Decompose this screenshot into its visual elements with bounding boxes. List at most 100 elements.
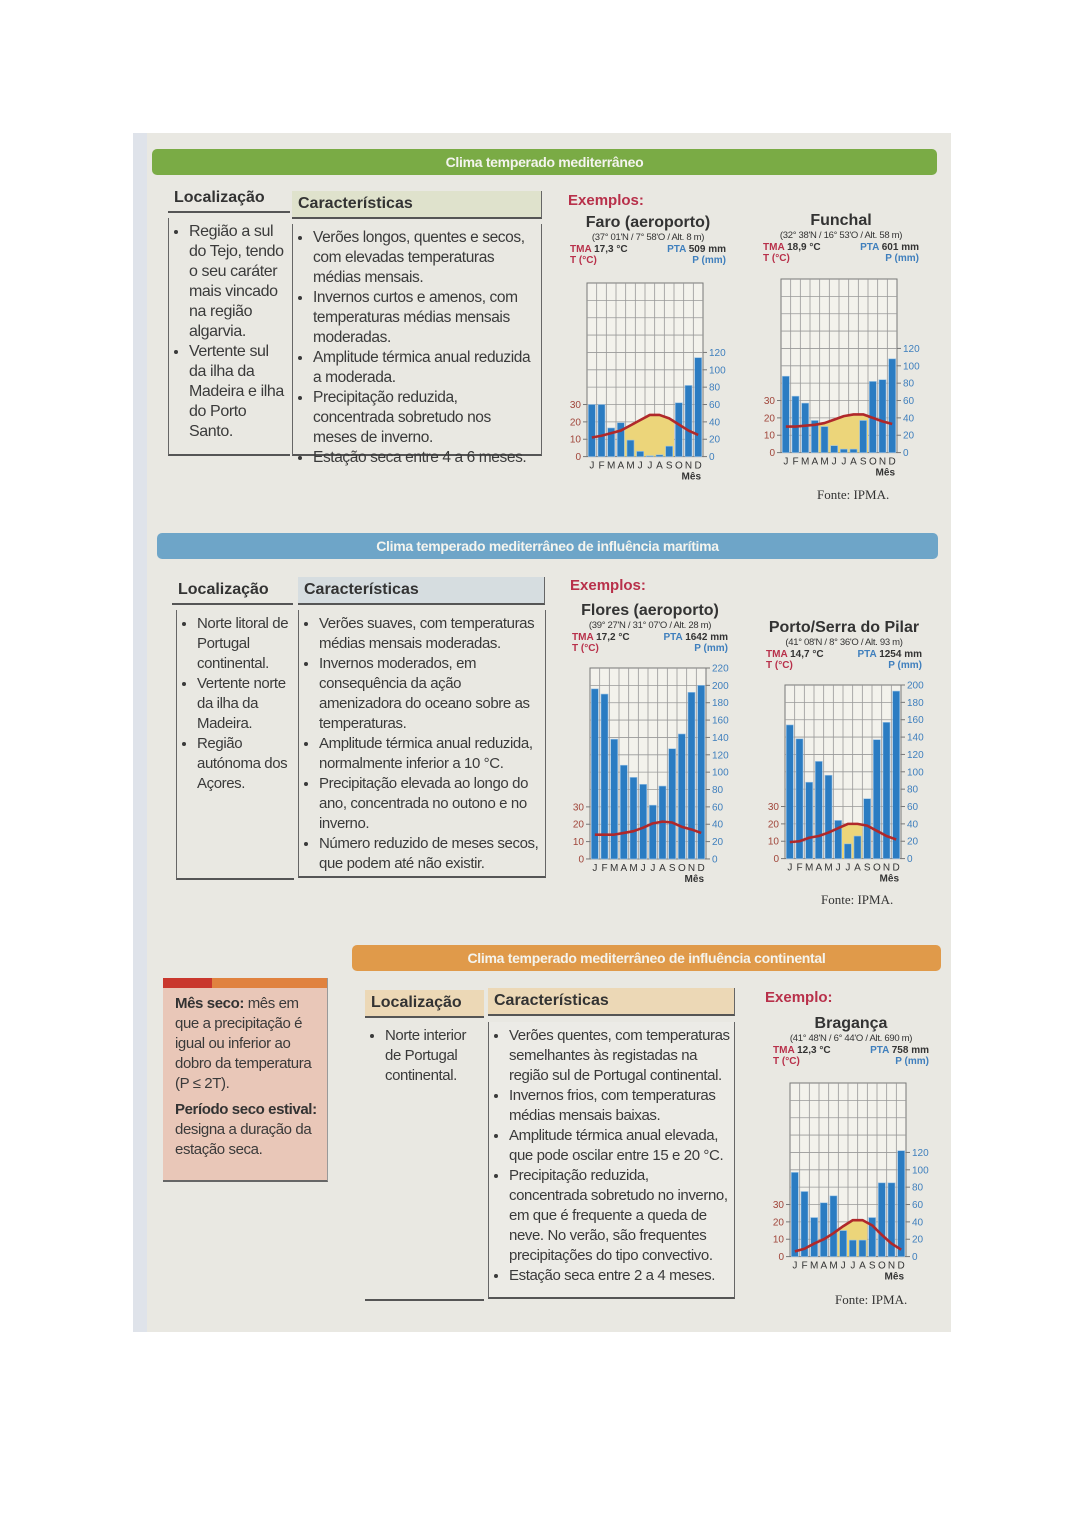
temp-tick-label: 0	[778, 1252, 784, 1263]
precipitation-bar	[853, 835, 862, 859]
precipitation-bar	[607, 427, 615, 457]
section-band-maritima: Clima temperado mediterrâneo de influênc…	[157, 533, 938, 559]
section-band-mediterraneo: Clima temperado mediterrâneo	[152, 149, 937, 175]
precipitation-bar	[684, 385, 693, 457]
pta-value: 758 mm	[891, 1045, 929, 1056]
precipitation-bar	[849, 448, 858, 453]
x-axis-label: Mês	[876, 468, 896, 479]
car-item: Precipitação elevada ao longo do ano, co…	[319, 774, 541, 834]
month-label: O	[675, 461, 683, 472]
car-item: Amplitude térmica anual elevada, que pod…	[509, 1126, 730, 1166]
precip-tick-label: 100	[712, 768, 729, 779]
month-label: M	[820, 457, 828, 468]
loc-list: Norte interior de Portugal continental.	[365, 1022, 484, 1301]
precipitation-bar	[848, 1239, 857, 1257]
month-label: A	[859, 1261, 866, 1272]
precip-unit-label: P (mm)	[692, 255, 726, 266]
car-item: Verões longos, quentes e secos, com elev…	[313, 228, 537, 288]
precipitation-bar	[636, 451, 645, 457]
examples-label: Exemplos:	[570, 577, 646, 594]
examples-label: Exemplo:	[765, 989, 833, 1006]
precipitation-bar	[829, 1195, 838, 1257]
loc-item: Região a sul do Tejo, tendo o seu caráte…	[189, 222, 286, 342]
dry-season-area	[838, 823, 863, 859]
month-label: A	[620, 863, 627, 874]
temperature-line	[594, 820, 702, 836]
temp-tick-label: 30	[773, 1200, 785, 1211]
precip-tick-label: 0	[903, 448, 909, 459]
precipitation-bar	[678, 733, 686, 860]
month-label: D	[889, 457, 896, 468]
glossary-box: Mês seco: mês em que a precipitação é ig…	[163, 978, 328, 1182]
pta-value: 509 mm	[688, 244, 726, 255]
loc-item: Norte litoral de Portugal continental.	[197, 614, 290, 674]
month-label: N	[888, 1261, 895, 1272]
section-band-continental: Clima temperado mediterrâneo de influênc…	[352, 945, 941, 971]
precip-tick-label: 140	[907, 733, 924, 744]
precip-tick-label: 40	[903, 413, 915, 424]
precip-tick-label: 80	[712, 785, 724, 796]
temp-tick-label: 30	[570, 400, 582, 411]
precipitation-bar	[587, 404, 596, 457]
car-item: Amplitude térmica anual reduzida, normal…	[319, 734, 541, 774]
car-header: Características	[292, 191, 542, 219]
precip-tick-label: 80	[912, 1183, 924, 1194]
temp-tick-label: 10	[573, 837, 585, 848]
precipitation-bar	[697, 685, 705, 860]
chart-title: Porto/Serra do Pilar	[768, 619, 920, 636]
precip-tick-label: 120	[907, 750, 924, 761]
precip-tick-label: 40	[712, 820, 724, 831]
precip-tick-label: 180	[712, 698, 729, 709]
temp-unit-label: T (°C)	[763, 253, 790, 264]
car-item: Número reduzido de meses secos, que pode…	[319, 834, 541, 874]
precip-tick-label: 120	[712, 750, 729, 761]
chart-coordinates: (39° 27'N / 31° 07'O / Alt. 28 m)	[588, 620, 712, 631]
precipitation-bar	[597, 404, 606, 457]
chart-title: Bragança	[814, 1015, 888, 1032]
precip-tick-label: 60	[907, 802, 919, 813]
month-label: M	[607, 461, 615, 472]
climogram-funchal: Funchal (32° 38'N / 16° 53'O / Alt. 58 m…	[763, 212, 919, 264]
precip-tick-label: 200	[907, 681, 924, 692]
pta-label: PTA	[860, 242, 879, 253]
precipitation-bar	[616, 422, 625, 457]
loc-item: Norte interior de Portugal continental.	[385, 1026, 480, 1086]
temp-tick-label: 0	[578, 854, 584, 865]
temperature-line	[785, 413, 893, 428]
precipitation-bar	[820, 426, 829, 453]
pta-label: PTA	[857, 649, 877, 660]
precipitation-bar	[800, 1191, 809, 1257]
climogram-braganca: Bragança (41° 48'N / 6° 44'O / Alt. 690 …	[773, 1015, 929, 1067]
precip-tick-label: 20	[709, 435, 721, 446]
precipitation-bar	[675, 402, 683, 457]
precipitation-bar	[629, 777, 638, 860]
precip-tick-label: 40	[709, 417, 721, 428]
loc-header: Localização	[172, 577, 293, 605]
precipitation-bar	[795, 738, 804, 859]
precipitation-bar	[801, 402, 809, 453]
source-note: Fonte: IPMA.	[817, 487, 890, 502]
temp-tick-label: 0	[773, 854, 779, 865]
precip-tick-label: 40	[912, 1217, 924, 1228]
tma-label: TMA	[570, 244, 592, 255]
month-label: S	[669, 863, 676, 874]
car-header: Características	[488, 988, 735, 1016]
precip-tick-label: 60	[903, 396, 915, 407]
month-label: J	[845, 863, 850, 874]
precip-tick-label: 20	[912, 1235, 924, 1246]
loc-header: Localização	[168, 185, 290, 213]
precipitation-bar	[888, 358, 896, 453]
car-item: Invernos moderados, em consequência da a…	[319, 654, 541, 734]
month-label: J	[783, 457, 788, 468]
precipitation-bar	[897, 1150, 905, 1257]
precipitation-bar	[626, 439, 635, 457]
precipitation-bar	[814, 761, 823, 859]
precipitation-bar	[824, 774, 833, 859]
month-label: S	[860, 457, 867, 468]
glossary-definition: mês em que a precipitação é igual ou inf…	[175, 995, 312, 1092]
temp-tick-label: 30	[764, 396, 776, 407]
precip-tick-label: 0	[709, 452, 715, 463]
precip-tick-label: 100	[709, 365, 726, 376]
